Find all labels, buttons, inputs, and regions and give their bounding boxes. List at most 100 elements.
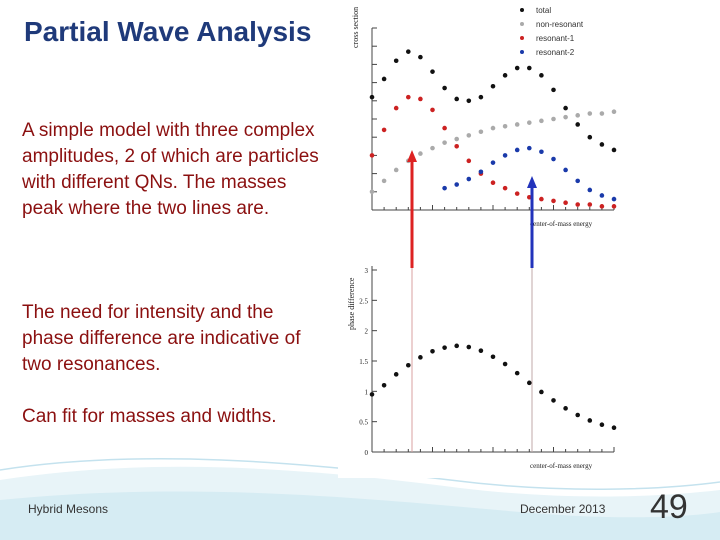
phase-y-tick-label: 0.5 <box>359 419 368 427</box>
paragraph-fit: Can fit for masses and widths. <box>22 406 277 427</box>
cross-section-point-resonant-1 <box>599 204 605 209</box>
phase-point-series <box>490 354 496 360</box>
legend-marker-resonant-2 <box>520 50 524 54</box>
cross-section-point-total <box>551 87 556 93</box>
footer-date: December 2013 <box>520 502 606 516</box>
phase-point-series <box>575 412 580 418</box>
cross-section-point-non-resonant <box>442 140 447 145</box>
cross-section-point-resonant-1 <box>514 191 520 196</box>
cross-section-point-resonant-2 <box>502 153 508 158</box>
cross-section-point-total <box>587 134 593 140</box>
phase-x-label: center-of-mass energy <box>530 462 593 470</box>
phase-y-label: phase difference <box>347 277 356 330</box>
cross-section-point-non-resonant <box>454 136 459 142</box>
cross-section-point-total <box>611 147 617 153</box>
phase-y-tick-label: 1.5 <box>359 358 368 366</box>
slide-body: A simple model with three complex amplit… <box>22 118 322 222</box>
legend-label-total: total <box>536 6 551 15</box>
cross-section-point-non-resonant <box>587 111 593 116</box>
phase-ticks: 0 0.5 1 1.5 2 2.5 3 <box>359 267 615 457</box>
cross-section-series <box>369 49 617 209</box>
cross-section-panel: cross section center-of-mass energy tota… <box>351 6 617 228</box>
legend-label-resonant-1: resonant-1 <box>536 34 575 43</box>
cross-section-y-label: cross section <box>351 7 360 48</box>
phase-point-series <box>478 348 484 353</box>
phase-point-series <box>369 392 375 397</box>
cross-section-point-resonant-2 <box>539 149 544 155</box>
phase-point-series <box>514 370 520 376</box>
phase-point-series <box>539 389 544 395</box>
legend-marker-total <box>520 8 524 12</box>
cross-section-point-non-resonant <box>575 113 580 118</box>
slide-body-3: Can fit for masses and widths. <box>22 404 322 430</box>
phase-y-tick-label: 3 <box>365 267 369 275</box>
slide-number: 49 <box>650 488 688 526</box>
phase-y-tick-label: 0 <box>365 449 369 457</box>
phase-point-series <box>381 382 387 388</box>
cross-section-point-total <box>430 69 435 74</box>
phase-point-series <box>563 406 568 411</box>
cross-section-point-resonant-1 <box>527 194 532 200</box>
cross-section-point-total <box>406 49 411 54</box>
cross-section-point-resonant-1 <box>563 200 568 206</box>
phase-point-series <box>587 418 593 423</box>
cross-section-point-resonant-2 <box>466 176 472 182</box>
cross-section-point-non-resonant <box>502 123 508 129</box>
figure-background <box>338 0 648 478</box>
paragraph-intensity-phase: The need for intensity and the phase dif… <box>22 302 301 375</box>
cross-section-point-resonant-2 <box>514 147 520 153</box>
cross-section-point-total <box>442 85 447 91</box>
cross-section-point-non-resonant <box>551 116 556 122</box>
cross-section-point-non-resonant <box>393 167 399 173</box>
phase-series <box>369 343 617 431</box>
phase-point-series <box>418 355 423 360</box>
cross-section-point-non-resonant <box>611 109 617 115</box>
slide-body-2: The need for intensity and the phase dif… <box>22 300 322 378</box>
cross-section-point-non-resonant <box>369 189 375 195</box>
cross-section-point-total <box>599 142 605 147</box>
paragraph-model-description: A simple model with three complex amplit… <box>22 120 319 219</box>
cross-section-point-resonant-1 <box>539 196 544 202</box>
cross-section-legend: total non-resonant resonant-1 resonant-2 <box>520 6 584 57</box>
partial-wave-figure: cross section center-of-mass energy tota… <box>338 0 648 478</box>
cross-section-point-non-resonant <box>381 178 387 184</box>
cross-section-point-total <box>539 73 544 78</box>
cross-section-point-resonant-2 <box>478 169 484 175</box>
cross-section-point-resonant-1 <box>381 127 387 133</box>
phase-y-tick-label: 2.5 <box>359 297 368 305</box>
phase-y-tick-label: 1 <box>365 388 369 396</box>
cross-section-point-resonant-1 <box>551 198 556 204</box>
cross-section-point-total <box>418 54 423 60</box>
cross-section-point-resonant-2 <box>454 182 459 187</box>
phase-point-series <box>551 398 556 403</box>
cross-section-point-total <box>514 65 520 71</box>
cross-section-point-resonant-1 <box>466 158 472 164</box>
phase-point-series <box>527 380 532 386</box>
cross-section-point-non-resonant <box>563 114 568 120</box>
cross-section-point-non-resonant <box>527 120 532 125</box>
cross-section-point-total <box>393 58 399 64</box>
cross-section-x-label: center-of-mass energy <box>530 220 593 228</box>
legend-label-resonant-2: resonant-2 <box>536 48 575 57</box>
cross-section-point-resonant-2 <box>442 185 447 191</box>
cross-section-point-resonant-2 <box>575 178 580 184</box>
phase-point-series <box>430 348 435 354</box>
cross-section-point-resonant-1 <box>406 94 411 100</box>
phase-point-series <box>442 345 447 350</box>
blue-peak-arrowhead <box>527 176 537 188</box>
slide-title: Partial Wave Analysis <box>24 16 312 47</box>
cross-section-point-non-resonant <box>430 145 435 151</box>
cross-section-point-resonant-2 <box>563 167 568 173</box>
cross-section-point-total <box>381 76 387 82</box>
phase-point-series <box>502 361 508 367</box>
cross-section-point-total <box>527 65 532 71</box>
cross-section-point-non-resonant <box>539 118 544 124</box>
legend-marker-non-resonant <box>520 22 524 26</box>
cross-section-point-resonant-1 <box>418 96 423 102</box>
cross-section-point-resonant-1 <box>393 105 399 111</box>
phase-y-tick-label: 2 <box>365 328 369 336</box>
cross-section-point-total <box>454 96 459 102</box>
cross-section-point-total <box>502 73 508 78</box>
cross-section-point-resonant-2 <box>551 156 556 162</box>
cross-section-point-resonant-1 <box>587 202 593 207</box>
